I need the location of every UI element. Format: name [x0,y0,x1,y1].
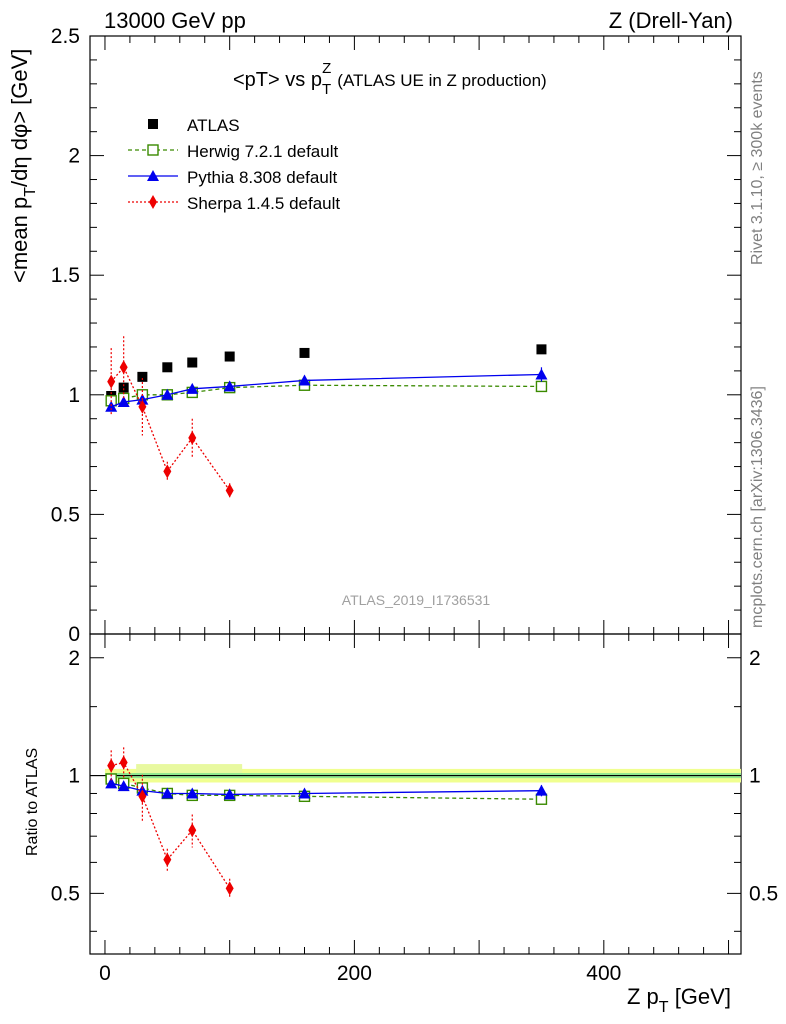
atlas-point [187,357,198,368]
energy-label: 13000 GeV pp [104,8,246,33]
pythia-ratio-point [161,787,174,799]
sherpa-point [107,374,116,389]
ratio-y-tick-label-right: 1 [749,765,761,788]
sherpa-legend-label: Sherpa 1.4.5 default [187,194,340,213]
x-tick-label: 400 [586,962,621,985]
pythia-point [298,374,311,386]
pythia-point [117,395,130,407]
sherpa-ratio-point [188,823,197,838]
x-tick-label: 0 [99,962,111,985]
y-tick-label: 0 [68,623,80,646]
atlas-point [118,382,129,393]
pythia-line [110,373,542,408]
atlas-point [299,347,310,358]
pythia-ratio-point [105,777,118,789]
pythia-point [161,388,174,400]
pythia-ratio-line [111,782,542,796]
pythia-point [105,400,118,412]
pythia-point [535,368,548,380]
sherpa-ratio-point [163,852,172,867]
sherpa-ratio-point [138,789,147,804]
sherpa-ratio-point [119,755,128,770]
herwig-legend-label: Herwig 7.2.1 default [187,142,338,161]
atlas-point [137,371,148,382]
atlas-point [162,362,173,373]
atlas-point [224,351,235,362]
pythia-ratio-point [298,787,311,799]
ratio-series-group [105,747,548,899]
process-label: Z (Drell-Yan) [609,8,733,33]
x-tick-label: 200 [337,962,372,985]
y-axis-label: <mean pT/dη dφ> [GeV] [7,49,39,283]
pythia-legend-marker [147,170,159,181]
atlas-legend-marker [148,119,158,129]
atlas-legend-label: ATLAS [187,116,240,135]
ratio-y-tick-label: 0.5 [51,882,80,905]
sherpa-legend-marker [149,195,157,209]
y-tick-label: 2.5 [51,25,80,48]
atlas-uncertainty-band [90,764,741,783]
rivet-label: Rivet 3.1.10, ≥ 300k events [749,71,766,265]
pythia-ratio-point [223,788,236,800]
herwig-legend-marker [147,144,159,156]
sherpa-point [225,483,234,498]
y-tick-label: 1 [68,384,80,407]
chart-title: <pT> vs pTZ(ATLAS UE in Z production) [233,60,547,98]
pythia-ratio-point [117,780,130,792]
ratio-y-tick-label-right: 0.5 [749,882,778,905]
analysis-id-label: ATLAS_2019_I1736531 [342,592,491,608]
y-tick-label: 2 [68,145,80,168]
sherpa-ratio-line [111,761,231,889]
pythia-ratio-point [535,784,548,796]
mcplots-label: mcplots.cern.ch [arXiv:1306.3436] [749,386,766,628]
sherpa-ratio-point [225,881,234,896]
sherpa-line [110,366,231,491]
y-tick-label: 1.5 [51,264,80,287]
ratio-y-tick-label: 1 [68,765,80,788]
legend: ATLAS Herwig 7.2.1 default Pythia 8.308 de… [128,116,340,213]
sherpa-point [163,464,172,479]
axis-ticks: 0 200 400 0 0.5 1 1.5 2 2.5 0.5 0.5 1 1 2 2 [51,25,778,985]
sherpa-point [119,360,128,375]
ratio-y-axis-label: Ratio to ATLAS [24,748,41,856]
ratio-y-tick-label-right: 2 [749,647,761,670]
atlas-point [536,344,547,355]
sherpa-point [138,399,147,414]
ratio-plot-frame [89,633,742,955]
x-axis-label: Z pT [GeV] [627,984,731,1016]
sherpa-ratio-point [107,758,116,773]
pythia-point [223,380,236,392]
main-series-group [105,336,548,498]
pythia-legend-label: Pythia 8.308 default [187,168,338,187]
pythia-ratio-point [186,787,199,799]
pythia-point [186,382,199,394]
y-tick-label: 0.5 [51,503,80,526]
ratio-y-tick-label: 2 [68,647,80,670]
herwig-point [535,380,548,393]
sherpa-point [188,430,197,445]
